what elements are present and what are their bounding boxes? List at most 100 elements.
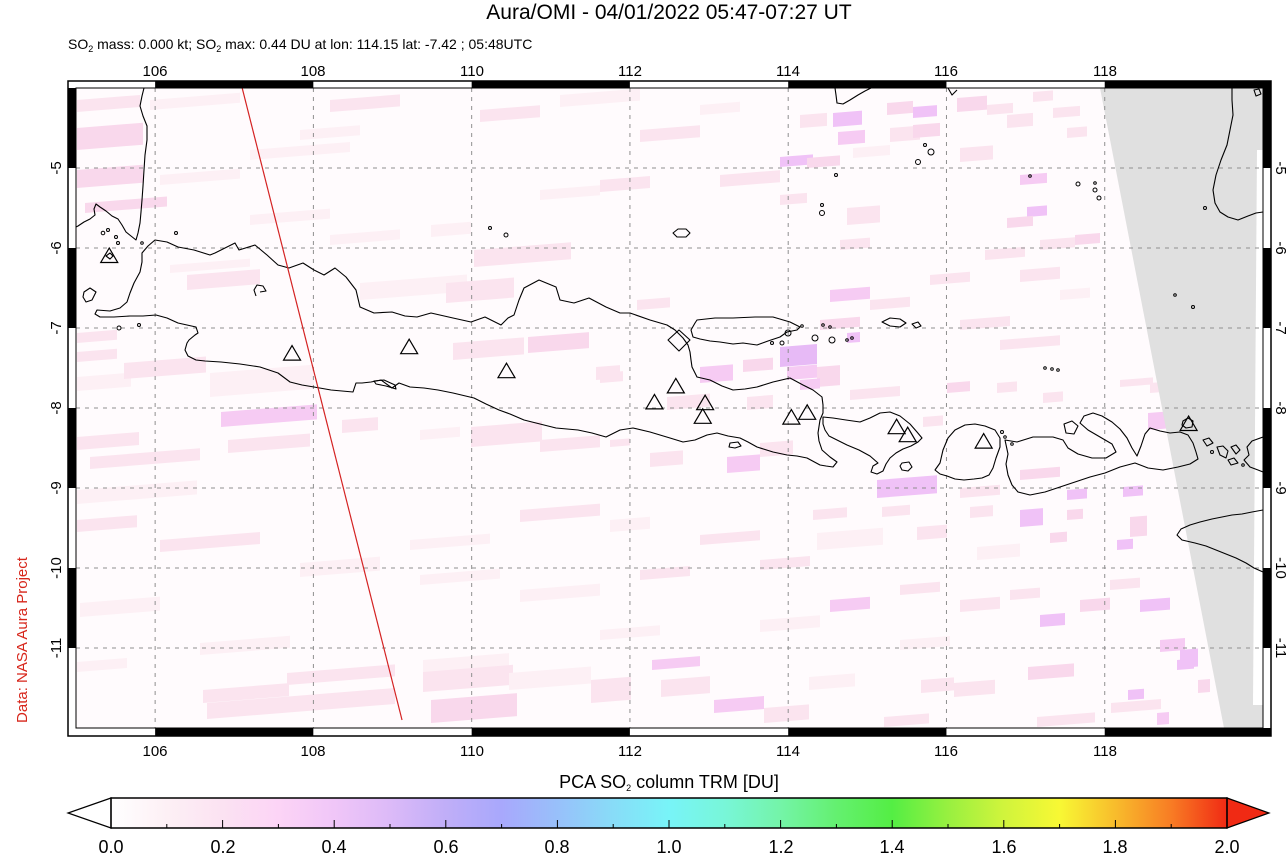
species-subscript: 2 xyxy=(88,44,94,54)
lon-tick-label-top: 114 xyxy=(776,63,800,80)
colorbar-title-suffix: column TRM [DU] xyxy=(631,772,779,792)
so2-pixel xyxy=(700,364,733,383)
so2-pixel xyxy=(913,105,937,118)
so2-pixel xyxy=(830,596,870,612)
volcano-triangle-icon xyxy=(887,418,907,435)
species-label: SO xyxy=(68,36,89,52)
so2-pixel xyxy=(342,417,378,433)
colorbar-tick-label: 0.2 xyxy=(210,837,236,857)
volcano-triangle-icon xyxy=(797,403,817,420)
so2-pixel xyxy=(300,556,380,577)
frame-bar-top xyxy=(313,81,472,88)
so2-pixel xyxy=(200,635,290,655)
coastline xyxy=(834,88,872,105)
so2-pixel xyxy=(250,142,350,160)
coastline xyxy=(1212,88,1263,221)
colorbar-over-arrow xyxy=(1226,797,1271,829)
so2-pixel xyxy=(90,448,200,469)
so2-pixel xyxy=(1040,237,1075,250)
max-lon-value: 114.15 xyxy=(356,36,399,52)
lon-tick-label-bottom: 112 xyxy=(618,743,642,760)
so2-pixel xyxy=(509,666,591,690)
so2-pixel xyxy=(807,155,840,168)
frame-bar-top xyxy=(471,81,630,88)
so2-pixel xyxy=(160,168,240,185)
lat-lon-grid xyxy=(76,88,1263,728)
so2-pixel xyxy=(480,105,540,122)
frame-bar-top xyxy=(788,81,947,88)
so2-pixel xyxy=(780,192,807,205)
small-island xyxy=(1210,450,1214,454)
frame-bar-right xyxy=(1263,248,1271,328)
so2-pixel xyxy=(1000,335,1060,350)
lon-label: lon: xyxy=(330,36,357,52)
so2-pixel xyxy=(1075,233,1100,245)
frame-bar-left xyxy=(68,408,76,488)
small-island xyxy=(784,329,792,337)
frame-bar-right xyxy=(1263,488,1271,568)
frame-outer-border xyxy=(67,80,1272,737)
small-island xyxy=(140,241,144,245)
frame-bar-bottom xyxy=(313,728,472,736)
coastline xyxy=(899,461,913,472)
small-island xyxy=(820,203,824,207)
small-island xyxy=(923,143,927,147)
so2-pixel xyxy=(1148,411,1167,430)
so2-pixel xyxy=(833,110,862,127)
so2-pixel xyxy=(640,125,700,142)
so2-pixel xyxy=(661,676,710,697)
coastline xyxy=(822,411,923,475)
so2-pixel xyxy=(1120,377,1153,387)
frame-bar-right xyxy=(1263,568,1271,648)
lat-label: lat: xyxy=(398,36,425,52)
coastline xyxy=(1253,88,1262,97)
orbit-track-line xyxy=(241,88,403,721)
mass-unit: kt; xyxy=(173,36,196,52)
so2-pixel xyxy=(1080,597,1110,612)
so2-pixel xyxy=(884,713,929,727)
so2-pixel xyxy=(207,687,395,719)
so2-pixel xyxy=(610,438,630,447)
so2-pixel xyxy=(747,394,773,410)
volcano-triangle-icon xyxy=(898,426,918,443)
small-island xyxy=(1092,187,1098,193)
frame-bar-top xyxy=(1104,81,1271,88)
so2-pixel xyxy=(431,221,471,237)
small-island xyxy=(1241,463,1245,467)
so2-pixel xyxy=(650,450,683,467)
so2-pixel xyxy=(77,329,117,343)
so2-pixel xyxy=(1053,105,1080,118)
small-island xyxy=(1075,181,1081,187)
so2-pixel xyxy=(1010,587,1040,600)
frame-bar-right xyxy=(1263,88,1271,168)
so2-pixel xyxy=(528,332,589,353)
so2-pixel xyxy=(700,530,760,545)
lon-tick-label-top: 110 xyxy=(460,63,484,80)
colorbar-tick-label: 0.8 xyxy=(544,837,570,857)
so2-pixel xyxy=(870,296,910,310)
coastline xyxy=(690,316,801,346)
so2-pixel xyxy=(930,271,970,285)
so2-pixel xyxy=(780,344,817,367)
so2-pixel xyxy=(1130,515,1147,537)
so2-pixel xyxy=(840,237,870,250)
mass-label: mass: xyxy=(93,36,139,52)
small-island xyxy=(819,210,825,216)
so2-pixel xyxy=(1020,466,1060,480)
frame-bar-left xyxy=(68,568,76,648)
so2-pixel xyxy=(77,372,131,391)
species-subscript: 2 xyxy=(216,44,222,54)
so2-pixel xyxy=(160,532,260,552)
frame-bar-left xyxy=(68,248,76,328)
so2-pixel xyxy=(714,696,764,713)
so2-pixel xyxy=(80,596,160,617)
coastline xyxy=(1230,444,1241,455)
so2-pixel xyxy=(985,246,1025,260)
frame-bar-right xyxy=(1263,328,1271,408)
lon-tick-label-top: 116 xyxy=(934,63,958,80)
so2-pixel xyxy=(610,516,650,532)
small-island xyxy=(1043,366,1047,370)
small-island xyxy=(1050,367,1054,371)
so2-pixel xyxy=(330,229,400,245)
